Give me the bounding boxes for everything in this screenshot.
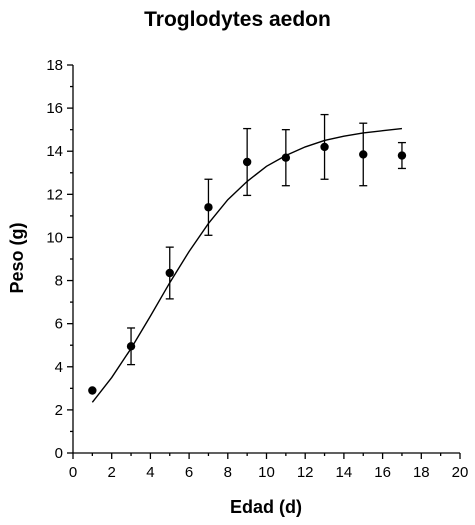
x-tick-label: 0: [69, 464, 77, 481]
y-tick-label: 0: [55, 445, 63, 462]
y-tick-label: 6: [55, 316, 63, 333]
x-axis-title: Edad (d): [230, 497, 302, 517]
x-tick-label: 14: [336, 464, 353, 481]
x-tick-label: 2: [108, 464, 116, 481]
data-point: [126, 342, 136, 351]
data-point: [204, 203, 213, 212]
data-point: [397, 151, 407, 160]
x-tick-label: 6: [185, 464, 193, 481]
chart-marks: [88, 113, 407, 403]
data-point: [320, 142, 329, 152]
x-tick-label: 18: [413, 464, 430, 481]
y-tick-label: 14: [46, 143, 63, 160]
data-point: [281, 153, 291, 162]
y-tick-label: 2: [55, 402, 63, 419]
y-tick-label: 8: [55, 273, 63, 290]
x-tick-label: 8: [224, 464, 232, 481]
y-axis-title: Peso (g): [7, 222, 27, 293]
chart-title: Troglodytes aedon: [144, 8, 331, 31]
y-tick-label: 4: [55, 359, 63, 376]
y-tick-label: 12: [46, 186, 63, 203]
x-tick-label: 12: [297, 464, 314, 481]
y-tick-label: 10: [46, 229, 63, 246]
x-tick-label: 10: [258, 464, 275, 481]
data-point: [88, 386, 97, 395]
x-tick-label: 4: [146, 464, 154, 481]
data-point: [165, 268, 174, 278]
y-tick-label: 18: [46, 57, 63, 74]
x-tick-label: 20: [452, 464, 469, 481]
y-tick-label: 16: [46, 100, 63, 117]
data-point: [359, 150, 368, 159]
axes: 0 2 4 6 8 10 12 14 16 18 20 0 2 4 6 8 10 12 14 16 18: [46, 57, 468, 481]
x-tick-label: 16: [374, 464, 391, 481]
data-point: [242, 157, 252, 167]
